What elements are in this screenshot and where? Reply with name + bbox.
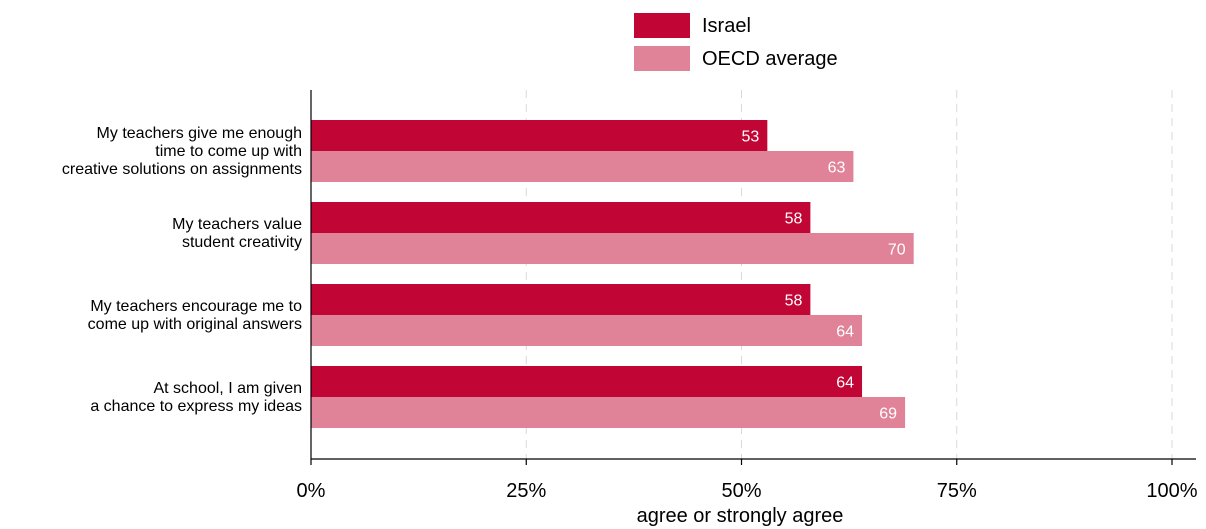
data-label-oecd-average-3: 69 bbox=[879, 406, 897, 423]
bar-oecd-average-1 bbox=[311, 233, 914, 264]
data-label-oecd-average-2: 64 bbox=[836, 324, 854, 341]
legend: Israel OECD average bbox=[634, 13, 838, 71]
data-label-israel-2: 58 bbox=[785, 293, 803, 310]
bar-oecd-average-2 bbox=[311, 315, 863, 346]
category-label-line: At school, I am given bbox=[153, 380, 302, 397]
category-label-line: student creativity bbox=[182, 234, 302, 251]
data-label-oecd-average-0: 63 bbox=[828, 160, 846, 177]
data-label-oecd-average-1: 70 bbox=[888, 242, 906, 259]
category-label-line: time to come up with bbox=[155, 143, 302, 160]
x-axis-title: agree or strongly agree bbox=[637, 505, 844, 527]
category-label-line: My teachers value bbox=[172, 216, 302, 233]
data-label-israel-0: 53 bbox=[742, 129, 760, 146]
data-label-israel-3: 64 bbox=[836, 375, 854, 392]
bar-israel-1 bbox=[311, 202, 811, 233]
category-label-2: My teachers encourage me to come up with … bbox=[88, 298, 302, 333]
legend-label-oecd-average: OECD average bbox=[702, 48, 838, 70]
legend-swatch-israel bbox=[634, 13, 690, 38]
category-label-line: My teachers encourage me to bbox=[90, 298, 302, 315]
x-tick-label-75: 75% bbox=[937, 480, 977, 502]
category-label-line: come up with original answers bbox=[88, 316, 302, 333]
category-label-1: My teachers value student creativity bbox=[172, 216, 302, 251]
bar-oecd-average-3 bbox=[311, 397, 906, 428]
x-tick-label-25: 25% bbox=[506, 480, 546, 502]
x-tick-label-50: 50% bbox=[721, 480, 761, 502]
bar-israel-0 bbox=[311, 120, 768, 151]
category-label-line: a chance to express my ideas bbox=[90, 398, 302, 415]
axes: 0% 25% 50% 75% 100% bbox=[297, 90, 1198, 502]
labels: 53 63 My teachers give me enough time to co… bbox=[62, 125, 906, 423]
legend-swatch-oecd-average bbox=[634, 46, 690, 71]
category-label-line: creative solutions on assignments bbox=[62, 161, 302, 178]
bar-israel-2 bbox=[311, 284, 811, 315]
category-label-line: My teachers give me enough bbox=[97, 125, 302, 142]
bar-israel-3 bbox=[311, 366, 863, 397]
x-tick-label-0: 0% bbox=[297, 480, 326, 502]
bars bbox=[311, 120, 914, 428]
data-label-israel-1: 58 bbox=[785, 211, 803, 228]
x-tick-label-100: 100% bbox=[1146, 480, 1197, 502]
legend-label-israel: Israel bbox=[702, 15, 751, 37]
category-label-3: At school, I am given a chance to express… bbox=[90, 380, 302, 415]
category-label-0: My teachers give me enough time to come u… bbox=[62, 125, 302, 178]
bar-oecd-average-0 bbox=[311, 151, 854, 182]
